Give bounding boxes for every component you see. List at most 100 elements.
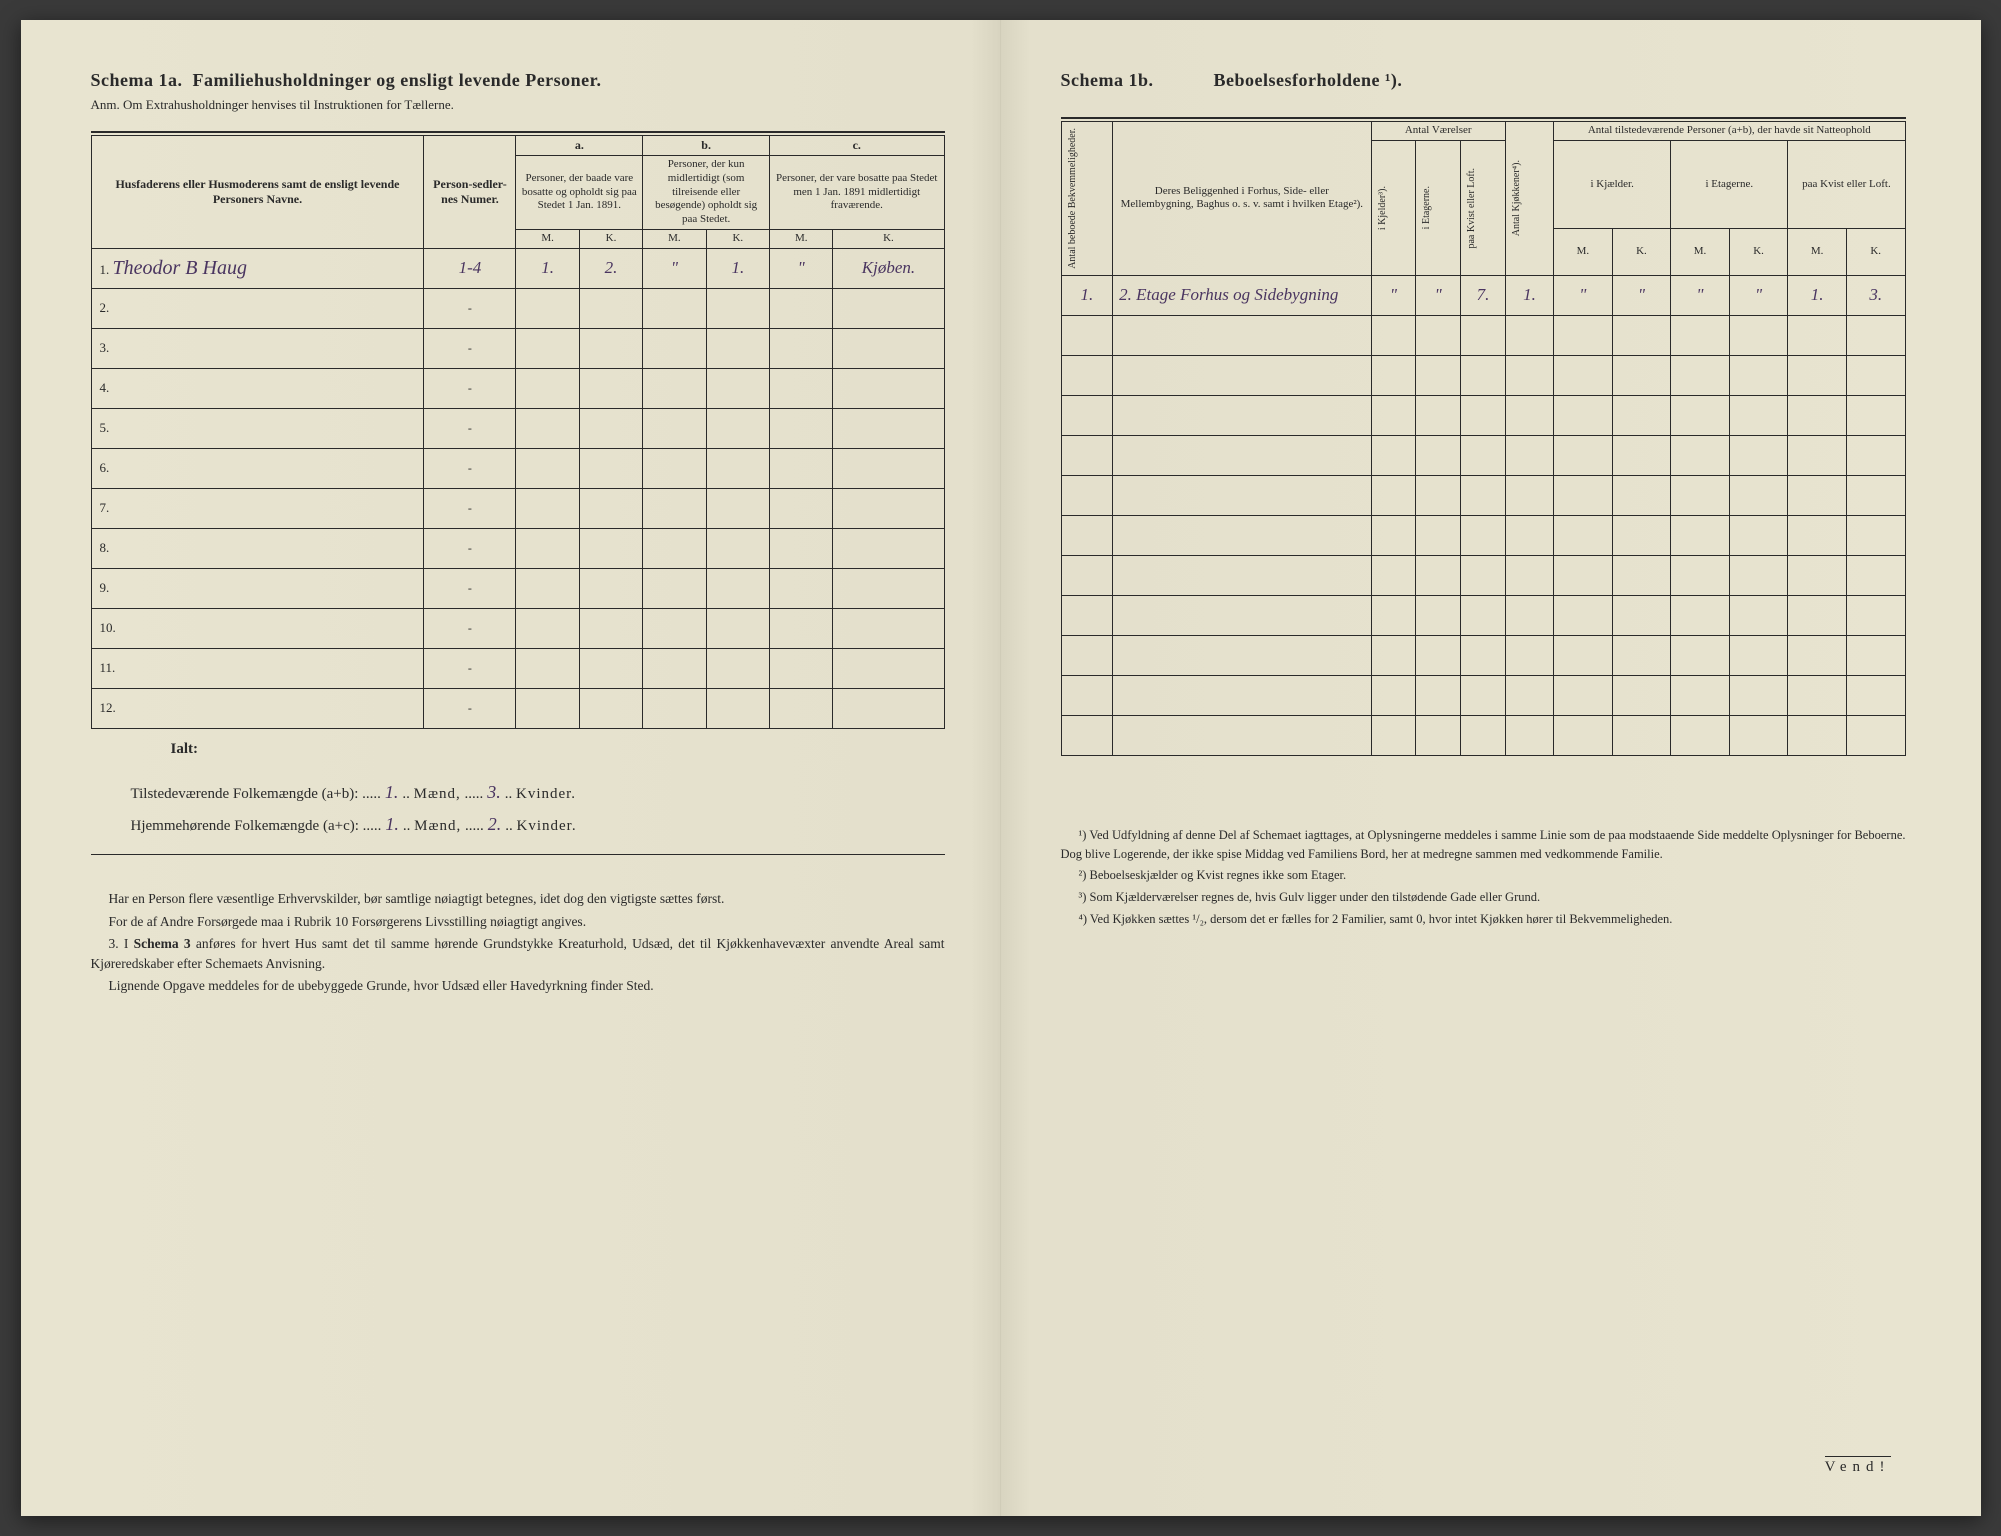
pe-k-cell: [1729, 675, 1788, 715]
etagerne-cell: [1416, 635, 1461, 675]
col-etagerne: i Etagerne.: [1416, 140, 1461, 275]
table-row: 1.2. Etage Forhus og Sidebygning""7.1.""…: [1061, 275, 1905, 315]
b-k-cell: [706, 488, 769, 528]
pe-k-cell: [1729, 435, 1788, 475]
pe-m-cell: [1671, 395, 1730, 435]
belig-cell: [1113, 315, 1371, 355]
vend-label: Vend!: [1825, 1456, 1891, 1476]
bekvem-cell: [1061, 515, 1113, 555]
pl-k-cell: [1846, 355, 1905, 395]
pe-m-cell: [1671, 555, 1730, 595]
kjelder-cell: [1371, 515, 1416, 555]
c-k-cell: [833, 608, 944, 648]
a-k-cell: [579, 368, 642, 408]
table-schema-1a: Husfaderens eller Husmoderens samt de en…: [91, 135, 945, 729]
personsedler-cell: -: [424, 608, 516, 648]
kjokken-cell: 1.: [1505, 275, 1553, 315]
personsedler-cell: -: [424, 528, 516, 568]
col-pl-k: K.: [1846, 229, 1905, 276]
c-m-cell: [770, 488, 833, 528]
kjelder-cell: [1371, 595, 1416, 635]
pl-m-cell: [1788, 355, 1847, 395]
instructions-left: Har en Person flere væsentlige Erhvervsk…: [91, 889, 945, 996]
etagerne-cell: [1416, 555, 1461, 595]
kvist-cell: [1461, 435, 1506, 475]
schema-1b-title-row: Schema 1b. Beboelsesforholdene ¹).: [1061, 70, 1906, 97]
instr-p1: Har en Person flere væsentlige Erhvervsk…: [91, 889, 945, 909]
etagerne-cell: [1416, 315, 1461, 355]
grp-tilstede: Antal tilstedeværende Personer (a+b), de…: [1554, 122, 1905, 141]
c-k-cell: [833, 408, 944, 448]
pl-k-cell: [1846, 475, 1905, 515]
table-row: 5. -: [91, 408, 944, 448]
a-k-cell: [579, 328, 642, 368]
pl-m-cell: [1788, 475, 1847, 515]
a-m-cell: [516, 408, 579, 448]
kvist-cell: [1461, 315, 1506, 355]
pl-k-cell: [1846, 555, 1905, 595]
pe-m-cell: [1671, 475, 1730, 515]
table-row: [1061, 715, 1905, 755]
c-k-cell: [833, 448, 944, 488]
kvist-cell: [1461, 715, 1506, 755]
fn1: ¹) Ved Udfyldning af denne Del af Schema…: [1061, 826, 1906, 864]
b-m-cell: [643, 648, 706, 688]
a-m-cell: [516, 288, 579, 328]
bekvem-cell: 1.: [1061, 275, 1113, 315]
etagerne-cell: ": [1416, 275, 1461, 315]
b-k-cell: [706, 648, 769, 688]
a-m-cell: [516, 608, 579, 648]
pk-k-cell: [1612, 475, 1671, 515]
table-row: 10. -: [91, 608, 944, 648]
b-k-cell: 1.: [706, 248, 769, 288]
pl-k-cell: 3.: [1846, 275, 1905, 315]
table-row: [1061, 675, 1905, 715]
c-m-cell: [770, 528, 833, 568]
b-k-cell: [706, 568, 769, 608]
kvist-cell: [1461, 355, 1506, 395]
table-row: [1061, 395, 1905, 435]
instr-p4: Lignende Opgave meddeles for de ubebygge…: [91, 976, 945, 996]
row-number: 11.: [91, 648, 424, 688]
bekvem-cell: [1061, 715, 1113, 755]
bekvem-cell: [1061, 475, 1113, 515]
col-p-etagerne: i Etagerne.: [1671, 140, 1788, 228]
a-k-cell: [579, 568, 642, 608]
bekvem-cell: [1061, 395, 1113, 435]
table-row: 7. -: [91, 488, 944, 528]
c-m-cell: [770, 288, 833, 328]
belig-cell: [1113, 675, 1371, 715]
etagerne-cell: [1416, 515, 1461, 555]
col-a-m: M.: [516, 229, 579, 248]
b-m-cell: [643, 408, 706, 448]
bekvem-cell: [1061, 435, 1113, 475]
fn3: ³) Som Kjælderværelser regnes de, hvis G…: [1061, 888, 1906, 907]
schema-1b-label: Schema 1b.: [1061, 70, 1154, 91]
pl-k-cell: [1846, 675, 1905, 715]
c-k-cell: [833, 288, 944, 328]
b-m-cell: [643, 488, 706, 528]
kjelder-cell: [1371, 675, 1416, 715]
belig-cell: [1113, 395, 1371, 435]
table-row: [1061, 475, 1905, 515]
kjokken-cell: [1505, 635, 1553, 675]
col-b-k: K.: [706, 229, 769, 248]
kvist-cell: [1461, 635, 1506, 675]
a-k-cell: [579, 488, 642, 528]
group-a: a.: [516, 136, 643, 156]
pl-k-cell: [1846, 635, 1905, 675]
row-number: 5.: [91, 408, 424, 448]
kjokken-cell: [1505, 515, 1553, 555]
c-m-cell: [770, 688, 833, 728]
pe-m-cell: [1671, 675, 1730, 715]
table-row: 12. -: [91, 688, 944, 728]
pl-m-cell: [1788, 395, 1847, 435]
etagerne-cell: [1416, 395, 1461, 435]
belig-cell: [1113, 595, 1371, 635]
col-bekvem: Antal beboede Bekvemmeligheder.: [1061, 122, 1113, 276]
col-names: Husfaderens eller Husmoderens samt de en…: [91, 136, 424, 249]
b-k-cell: [706, 288, 769, 328]
table-schema-1b: Antal beboede Bekvemmeligheder. Deres Be…: [1061, 121, 1906, 756]
row-number: 6.: [91, 448, 424, 488]
personsedler-cell: 1-4: [424, 248, 516, 288]
